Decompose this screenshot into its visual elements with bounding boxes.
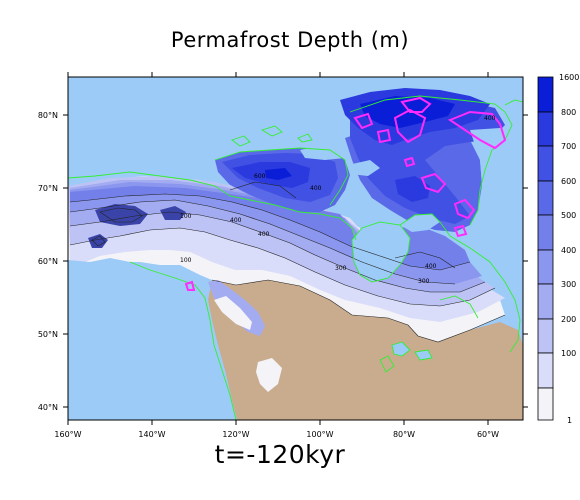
highlight-outline [403,156,416,168]
contour-label: 100 [180,213,192,220]
arctic-channels [300,144,380,176]
highlight-outline [453,224,468,238]
coastline [439,295,479,319]
contour-label: 300 [418,278,430,285]
contour-label: 600 [254,173,266,180]
lon-tick-label: 140°W [138,430,165,439]
map-frame [67,76,524,421]
colorbar-swatch [537,318,554,354]
lon-tick-label: 160°W [54,430,81,439]
colorbar-label: 600 [561,177,576,186]
map-title: Permafrost Depth (m) [170,28,410,52]
contour-line [99,207,143,223]
contour-line [91,235,106,247]
contour-label: 100 [180,257,192,264]
colorbar-label: 400 [561,246,576,255]
lon-tick-label: 100°W [306,430,333,439]
colorbar-swatch [537,180,554,216]
contour-line [229,181,297,199]
lon-tick-label: 60°W [477,430,499,439]
coastline [399,213,521,353]
alaska-deep-patches [88,204,186,248]
highlight-outline [184,280,196,291]
colorbar-swatch [537,214,554,251]
colorbar-swatch [537,76,554,113]
rockies-permafrost-light [214,296,252,330]
colorbar: 1600 800 700 600 500 400 300 200 100 1 [537,73,579,425]
colorbar-label: 1600 [559,73,579,82]
ice-free-land [208,280,523,420]
hudson-bay [352,222,410,282]
contour-line [69,199,456,285]
highlight-outline [447,110,507,150]
baffin-bay [470,128,523,230]
contour-line [394,251,456,269]
coastline [214,147,349,206]
contour-label: 300 [335,265,347,272]
us-permafrost-patch [256,358,282,392]
latitude-labels: 80°N 70°N 60°N 50°N 40°N [38,111,58,412]
gulf-of-alaska [68,258,212,420]
colorbar-label: 1 [567,416,572,425]
colorbar-swatch [537,249,554,285]
contour-line [69,193,471,271]
colorbar-swatch [537,352,554,389]
colorbar-label: 300 [561,280,576,289]
lat-tick-label: 40°N [38,403,58,412]
coastline [129,261,237,420]
lat-tick-label: 50°N [38,330,58,339]
colorbar-label: 500 [561,211,576,220]
colorbar-swatch [537,387,554,421]
lat-tick-label: 60°N [38,257,58,266]
colorbar-label: 800 [561,108,576,117]
contour-label: 400 [310,185,322,192]
longitude-labels: 160°W 140°W 120°W 100°W 80°W 60°W [54,430,499,439]
colorbar-swatch [537,145,554,182]
highlight-outline [453,198,476,220]
contour-line [211,279,506,343]
contour-label: 400 [484,115,496,122]
contour-label: 400 [258,231,270,238]
coastline [504,99,523,106]
colorbar-swatch [537,111,554,147]
permafrost-core [265,96,455,180]
coastline [68,171,357,241]
contour-line [69,227,496,307]
colorbar-label: 100 [561,349,576,358]
colorbar-swatch [537,283,554,320]
lat-tick-label: 70°N [38,184,58,193]
highlight-outline [420,172,447,194]
coastline [349,95,513,226]
colorbar-label: 700 [561,142,576,151]
lon-tick-label: 120°W [222,430,249,439]
highlight-outline [376,128,392,144]
coastlines [68,95,523,420]
time-label: t=-120kyr [214,440,346,469]
highlight-outline [393,108,427,144]
highlight-outline [353,112,374,130]
contour-labels: 100 400 400 600 300 400 300 100 400 400 [180,115,496,285]
highlight-outlines [184,96,507,291]
contour-label: 400 [230,217,242,224]
lon-tick-label: 80°W [393,430,415,439]
axis-ticks [63,72,528,425]
depth-contours [69,181,506,343]
coastline [351,221,411,283]
water-bodies [68,128,523,420]
colorbar-label: 200 [561,315,576,324]
contour-label: 400 [425,263,437,270]
coastline [231,125,313,147]
contour-line [69,211,486,293]
map-area: 100 400 400 600 300 400 300 100 400 400 [68,77,523,420]
lat-tick-label: 80°N [38,111,58,120]
coastline [379,341,433,373]
